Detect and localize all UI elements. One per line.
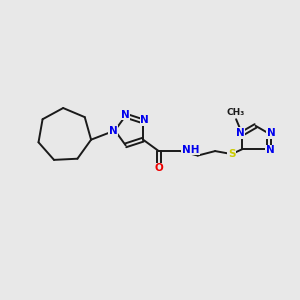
- Text: N: N: [140, 116, 149, 125]
- Text: N: N: [121, 110, 130, 120]
- Text: NH: NH: [182, 145, 199, 155]
- Text: N: N: [109, 125, 118, 136]
- Text: CH₃: CH₃: [227, 108, 245, 117]
- Text: N: N: [266, 146, 275, 155]
- Text: S: S: [228, 149, 236, 159]
- Text: N: N: [267, 128, 275, 138]
- Text: O: O: [154, 164, 163, 173]
- Text: N: N: [236, 128, 245, 138]
